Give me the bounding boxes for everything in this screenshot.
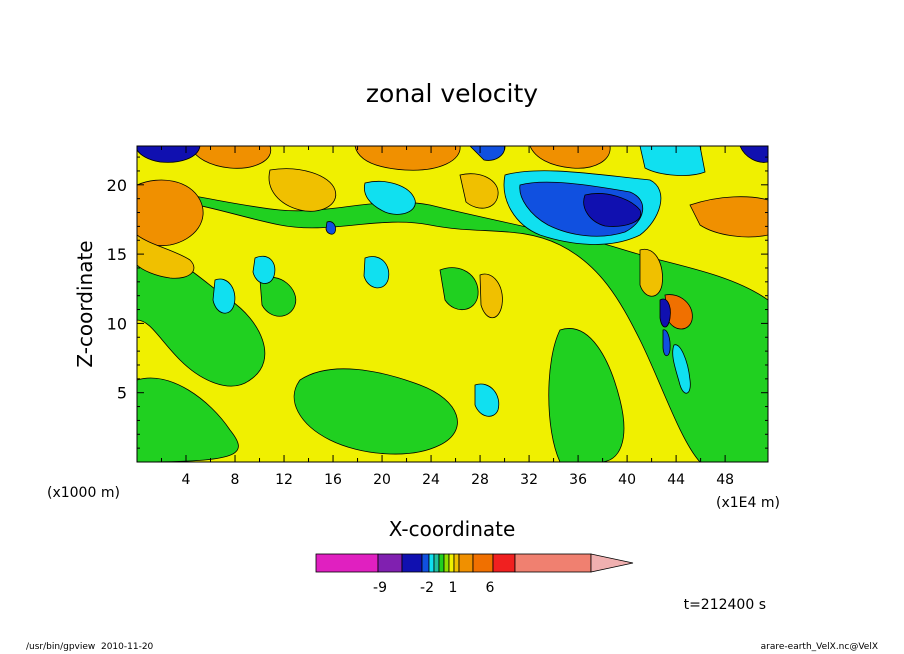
chart-title: zonal velocity	[366, 79, 538, 108]
blue-region	[137, 146, 201, 163]
x-tick-label: 36	[569, 472, 587, 488]
orange-region	[459, 173, 499, 209]
orange-region	[354, 146, 461, 171]
orange-region	[639, 248, 663, 297]
footer-left: /usr/bin/gpview 2010-11-20	[26, 642, 154, 652]
footer-right: arare-earth_VelX.nc@VelX	[760, 642, 878, 652]
colorbar-swatch	[472, 553, 494, 573]
green-region	[137, 189, 768, 462]
blue-region	[662, 329, 671, 357]
blue-region	[325, 221, 336, 235]
colorbar: -9 -2 1 6	[315, 553, 634, 596]
y-tick-label: 15	[107, 245, 127, 264]
x-tick-label: 8	[231, 472, 240, 488]
blue-region	[672, 344, 691, 394]
green-region	[293, 368, 458, 455]
blue-region	[212, 278, 236, 314]
blue-region	[739, 146, 768, 163]
colorbar-swatch	[315, 553, 379, 573]
green-region	[439, 267, 479, 310]
time-label: t=212400 s	[684, 597, 766, 613]
blue-region	[363, 256, 390, 289]
colorbar-swatch	[514, 553, 592, 573]
y-tick-label: 10	[107, 314, 127, 333]
colorbar-tick-label: -9	[373, 580, 387, 596]
contour-regions	[137, 146, 768, 462]
y-tick-label: 5	[117, 384, 127, 403]
green-region	[137, 252, 266, 387]
green-region	[137, 377, 239, 462]
x-tick-label: 28	[471, 472, 489, 488]
y-tick-label: 20	[107, 176, 127, 195]
green-region	[548, 328, 625, 462]
colorbar-arrow	[590, 553, 634, 573]
colorbar-swatch	[492, 553, 516, 573]
x-tick-label: 48	[716, 472, 734, 488]
y-axis-label: Z-coordinate	[73, 240, 97, 367]
x-tick-label: 44	[667, 472, 685, 488]
colorbar-swatch	[443, 553, 450, 573]
colorbar-swatch	[421, 553, 430, 573]
orange-region	[479, 273, 503, 319]
orange-region	[689, 196, 768, 238]
x-tick-label: 20	[373, 472, 391, 488]
colorbar-tick-label: 6	[486, 580, 495, 596]
blue-region	[583, 193, 642, 227]
blue-region	[659, 298, 671, 328]
x-tick-label: 32	[520, 472, 538, 488]
colorbar-tick-label: -2	[420, 580, 434, 596]
y-ticks: 5 10 15 20	[107, 156, 768, 449]
orange-region	[137, 234, 195, 279]
orange-region	[664, 294, 693, 330]
orange-region	[529, 146, 611, 169]
colorbar-swatch	[401, 553, 423, 573]
x-tick-label: 24	[422, 472, 440, 488]
x-ticks: 4 8 12 16 20 24 28 32 36 40 44 48	[161, 146, 734, 488]
x-tick-label: 40	[618, 472, 636, 488]
colorbar-swatch	[428, 553, 435, 573]
x-tick-label: 12	[275, 472, 293, 488]
colorbar-swatch	[433, 553, 440, 573]
x-tick-label: 4	[182, 472, 191, 488]
colorbar-swatch	[438, 553, 445, 573]
colorbar-swatch	[448, 553, 455, 573]
x-units-right: (x1E4 m)	[716, 495, 780, 511]
colorbar-swatch	[453, 553, 460, 573]
blue-region	[252, 255, 276, 284]
x-tick-label: 16	[324, 472, 342, 488]
colorbar-tick-label: 1	[449, 580, 458, 596]
colorbar-swatch	[377, 553, 403, 573]
colorbar-swatch	[458, 553, 474, 573]
green-region	[259, 276, 297, 317]
blue-region	[639, 146, 706, 176]
x-units-left: (x1000 m)	[47, 485, 120, 501]
blue-region	[363, 181, 416, 215]
orange-region	[189, 146, 272, 169]
x-axis-label: X-coordinate	[389, 517, 516, 541]
orange-region	[268, 168, 337, 212]
blue-region	[474, 383, 500, 417]
plot-frame	[136, 145, 769, 463]
